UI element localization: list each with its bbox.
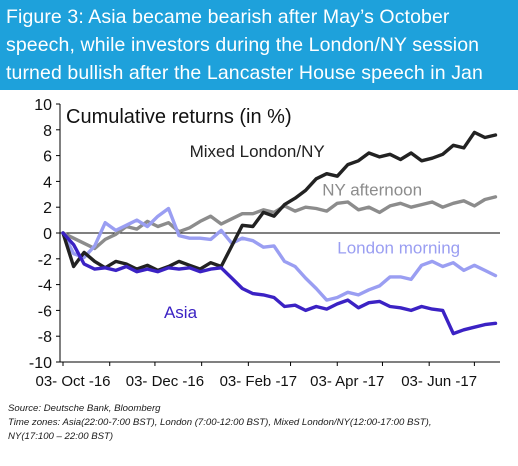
y-tick-label: 8 (43, 123, 52, 140)
y-tick-label: 6 (43, 149, 52, 166)
y-tick-label: -10 (29, 355, 52, 372)
figure-title-line-1: Figure 3: Asia became bearish after May’… (6, 6, 450, 28)
series-label-ny-afternoon: NY afternoon (322, 181, 422, 200)
y-tick-label: -8 (38, 329, 52, 346)
x-tick-label: 03- Jun -17 (401, 373, 477, 390)
source-note: Source: Deutsche Bank, Bloomberg (8, 403, 161, 414)
y-tick-label: -6 (38, 303, 52, 320)
chart-series (61, 130, 498, 336)
y-tick-label: -4 (38, 278, 52, 295)
series-label-london-morning: London morning (337, 239, 460, 258)
x-tick-label: 03- Dec -16 (126, 373, 204, 390)
series-line-asia (61, 231, 498, 336)
x-tick-label: 03- Oct -16 (35, 373, 110, 390)
series-line-mixed-london-ny (61, 130, 498, 273)
series-label-asia: Asia (164, 303, 198, 322)
y-tick-label: 0 (43, 226, 52, 243)
series-line-london-morning (61, 206, 498, 302)
figure-header: Figure 3: Asia became bearish after May’… (0, 0, 518, 90)
figure-title-line-2: speech, while investors during the Londo… (6, 34, 480, 56)
y-tick-label: 4 (43, 174, 52, 191)
y-tick-label: 10 (34, 97, 52, 114)
y-tick-label: -2 (38, 252, 52, 269)
timezone-note-line-2: NY(17:100 – 22:00 BST) (8, 431, 114, 442)
series-labels: Mixed London/NY NY afternoon London mornin… (164, 142, 460, 322)
series-label-mixed-london-ny: Mixed London/NY (190, 142, 325, 161)
y-tick-label: 2 (43, 200, 52, 217)
x-tick-label: 03- Apr -17 (310, 373, 384, 390)
x-tick-label: 03- Feb -17 (220, 373, 298, 390)
figure-title-line-3: turned bullish after the Lancaster House… (6, 62, 483, 84)
chart-title: Cumulative returns (in %) (66, 106, 292, 128)
timezone-note-line-1: Time zones: Asia(22:00-7:00 BST), London… (8, 417, 432, 428)
